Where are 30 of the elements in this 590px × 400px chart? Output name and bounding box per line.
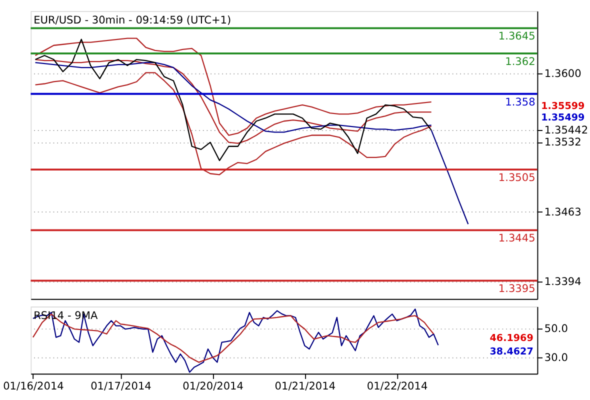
ref-line-label: 1.3645 xyxy=(498,30,536,43)
ref-line-label: 1.3395 xyxy=(498,283,536,296)
line-series xyxy=(34,38,432,162)
y-tick-label: 50.0 xyxy=(544,322,568,335)
text: 1.35599 xyxy=(541,100,586,112)
text: 1.35499 xyxy=(541,112,586,124)
line-series xyxy=(34,58,432,144)
ref-line-label: 1.362 xyxy=(505,56,536,68)
annotation: 46.1969 xyxy=(490,333,534,344)
line-series xyxy=(34,62,432,133)
line-series xyxy=(32,308,439,373)
y-tick-label: 1.3532 xyxy=(544,136,582,149)
ref-line-label: 1.3505 xyxy=(498,172,536,184)
x-tick-label: 01/21/2014 xyxy=(274,380,336,393)
y-tick-label: 1.3600 xyxy=(544,68,582,80)
line-series xyxy=(430,130,469,225)
y-tick-label: 1.3394 xyxy=(544,276,582,288)
x-tick-label: 01/22/2014 xyxy=(366,380,428,393)
ref-line-label: 1.3445 xyxy=(498,232,536,245)
line-series xyxy=(34,72,432,176)
x-tick-label: 01/16/2014 xyxy=(3,380,64,393)
x-tick-label: 01/20/2014 xyxy=(182,380,244,393)
y-tick-label: 30.0 xyxy=(544,352,568,364)
annotation: 38.4627 xyxy=(490,346,534,358)
ref-line-label: 1.358 xyxy=(505,96,536,108)
chart-title: EUR/USD - 30min - 09:14:59 (UTC+1) xyxy=(34,14,232,27)
line-series xyxy=(34,38,432,136)
y-tick-label: 1.35442 xyxy=(544,124,588,136)
x-tick-label: 01/17/2014 xyxy=(90,380,152,393)
y-tick-label: 1.3463 xyxy=(544,206,582,218)
